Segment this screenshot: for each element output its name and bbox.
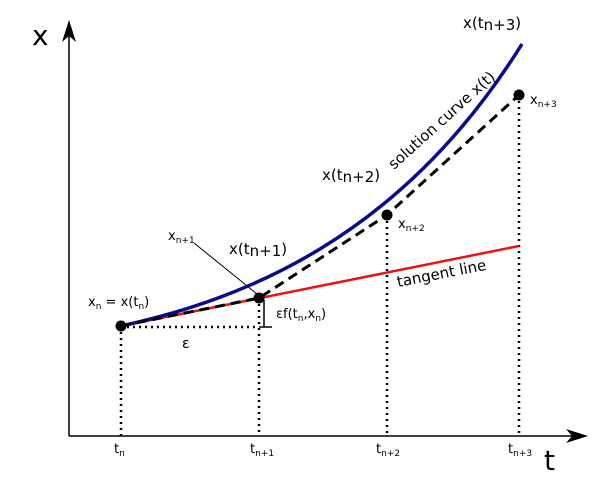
tick-label-tn: tn — [114, 442, 125, 459]
exact-label-n1: x(tn+1) — [229, 240, 287, 260]
exact-label-n2: x(tn+2) — [322, 166, 380, 186]
increment-label: εf(tn,xn) — [276, 307, 326, 324]
point-xn2 — [381, 209, 393, 221]
exact-label-n3: x(tn+3) — [463, 14, 521, 34]
approx-label-n2: xn+2 — [398, 217, 425, 234]
tick-label-tn1: tn+1 — [250, 442, 274, 459]
point-xn — [115, 320, 127, 332]
point-xn3 — [513, 89, 525, 101]
vertical-axis-label: x — [32, 19, 49, 52]
euler-approximation-path — [120, 93, 521, 328]
solution-curve — [120, 43, 524, 328]
approx-label-n3: xn+3 — [530, 93, 557, 110]
solution-curve-label: solution curve x(t) — [385, 68, 499, 173]
pointer-line — [193, 242, 258, 295]
point-xn1 — [253, 292, 265, 304]
increment-bracket — [259, 300, 272, 328]
tick-label-tn2: tn+2 — [376, 442, 400, 459]
approx-label-n1: xn+1 — [168, 229, 195, 246]
horizontal-axis-label: t — [544, 444, 555, 477]
epsilon-label: ε — [182, 336, 190, 352]
tick-label-tn3: tn+3 — [508, 442, 532, 459]
start-point-label: xn = x(tn) — [88, 295, 149, 312]
